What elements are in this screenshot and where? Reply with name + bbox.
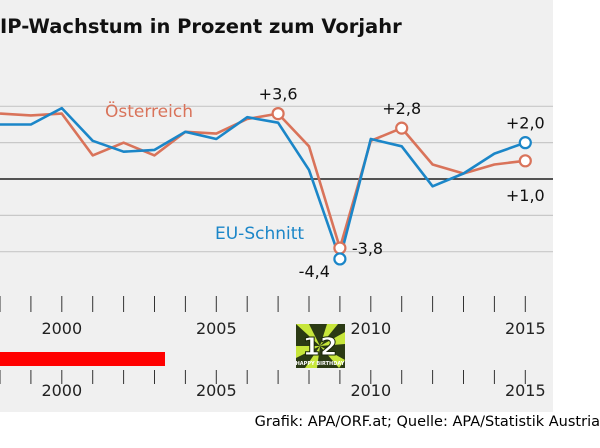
series-label-oesterreich: Österreich (105, 100, 193, 122)
grid-lines (0, 105, 553, 253)
data-point-marker (395, 121, 409, 135)
x-tick-label: 2010 (350, 319, 391, 338)
data-point-marker (271, 106, 285, 121)
birthday-overlay: 12 HAPPY BIRTHDAY (0, 324, 345, 368)
data-label: +2,0 (506, 114, 545, 133)
x-tick-label: 2015 (505, 319, 546, 338)
x-tick-label: 2005 (196, 319, 237, 338)
birthday-badge-icon: 12 HAPPY BIRTHDAY (296, 324, 345, 368)
red-progress-bar (0, 352, 165, 366)
x-axis-ticks-bottom: 2000 2005 2010 2015 (0, 370, 546, 400)
series-label-eu: EU-Schnitt (215, 224, 304, 244)
data-point-marker (518, 136, 532, 150)
data-label: -4,4 (299, 262, 330, 281)
data-label: +3,6 (259, 85, 298, 104)
series-line-eu (0, 106, 526, 261)
chart-panel: IP-Wachstum in Prozent zum Vorjahr (0, 0, 553, 412)
data-point-marker (333, 241, 347, 255)
data-label: +1,0 (506, 186, 545, 205)
data-label: +2,8 (382, 99, 421, 118)
x-axis-ticks-top: 2000 2005 2010 2015 (0, 296, 546, 338)
series-lines: Österreich EU-Schnitt (0, 100, 526, 261)
x-tick-label: 2005 (196, 381, 237, 400)
annotation-markers (271, 106, 532, 266)
x-tick-label: 2000 (41, 319, 82, 338)
x-tick-label: 2010 (350, 381, 391, 400)
x-tick-label: 2000 (41, 381, 82, 400)
x-tick-label: 2015 (505, 381, 546, 400)
line-chart: 2000 2005 2010 2015 2000 2005 2010 2015 Österr… (0, 85, 553, 400)
badge-number: 12 (303, 332, 338, 361)
annotation-labels: +3,6 +2,8 +2,0 +1,0 -3,8 -4,4 (259, 85, 545, 281)
data-label: -3,8 (352, 239, 383, 258)
series-line-oesterreich (0, 112, 526, 250)
data-point-marker (333, 252, 347, 266)
source-credit: Grafik: APA/ORF.at; Quelle: APA/Statisti… (254, 414, 600, 430)
badge-caption: HAPPY BIRTHDAY (296, 361, 345, 367)
data-point-marker (518, 154, 532, 168)
chart-title: IP-Wachstum in Prozent zum Vorjahr (0, 15, 402, 38)
